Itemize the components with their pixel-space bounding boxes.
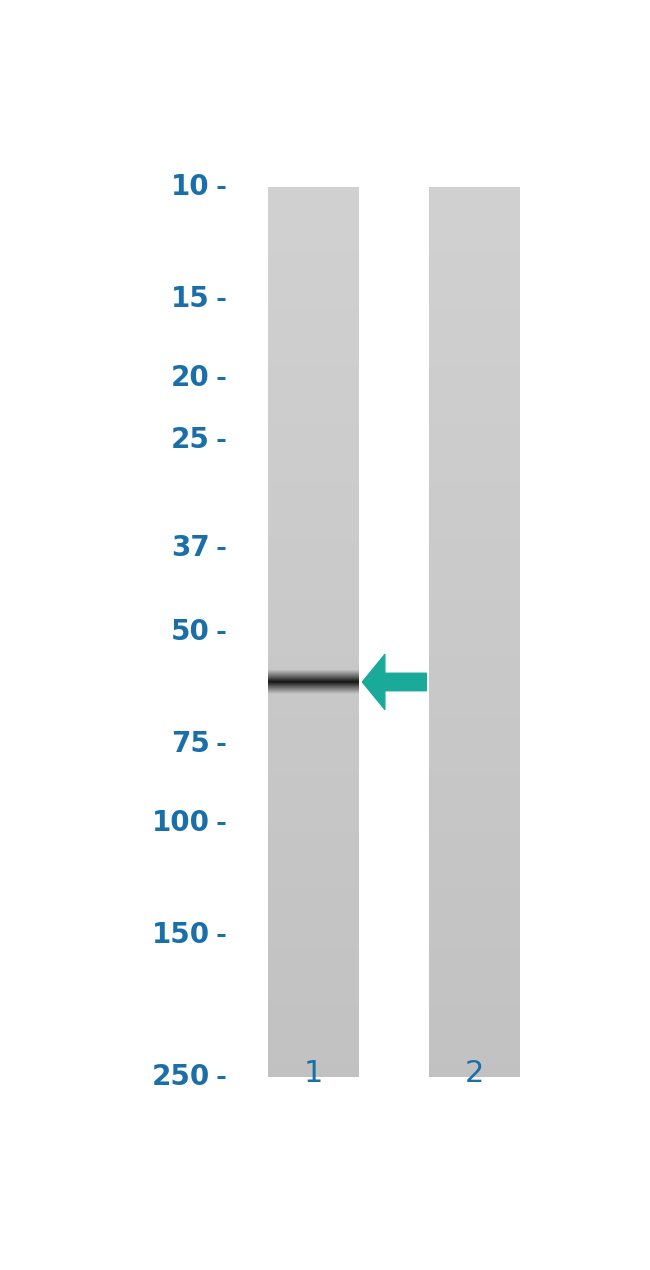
Text: 25: 25 xyxy=(171,425,210,453)
Text: 1: 1 xyxy=(304,1059,322,1088)
Text: 250: 250 xyxy=(151,1063,210,1091)
Text: 15: 15 xyxy=(171,284,210,312)
Text: 50: 50 xyxy=(171,617,210,645)
Text: 75: 75 xyxy=(171,730,210,758)
Text: 100: 100 xyxy=(151,809,210,837)
Text: 37: 37 xyxy=(171,535,210,563)
Text: 10: 10 xyxy=(171,173,210,201)
Text: 20: 20 xyxy=(171,364,210,392)
Text: 2: 2 xyxy=(465,1059,484,1088)
Text: 150: 150 xyxy=(151,921,210,949)
